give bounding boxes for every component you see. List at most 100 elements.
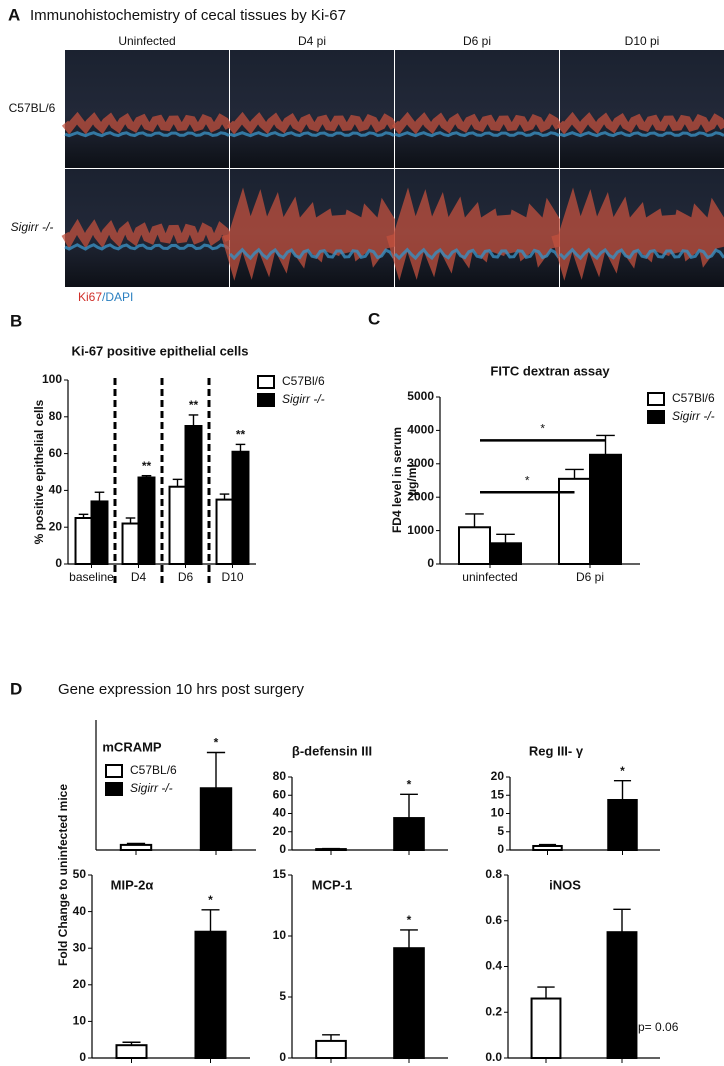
crypt-ki67 <box>226 111 398 135</box>
bar <box>530 997 562 1060</box>
crypt-dapi <box>229 131 395 138</box>
note: p= 0.06 <box>638 1020 679 1034</box>
y-tick-label: 100 <box>42 372 62 386</box>
significance: * <box>407 778 412 792</box>
bar <box>215 498 234 566</box>
crypt-dapi <box>558 247 724 261</box>
y-tick-label: 5 <box>279 989 286 1003</box>
y-tick-label: 0.0 <box>485 1050 502 1064</box>
crypt-dapi <box>393 247 561 261</box>
bar <box>489 542 522 565</box>
significance: ** <box>142 459 152 473</box>
bar <box>532 844 563 851</box>
significance: * <box>525 473 530 487</box>
panel-label: A <box>8 5 20 24</box>
crypt-dapi <box>559 131 724 138</box>
crypt-dapi <box>64 131 230 138</box>
bar <box>393 947 425 1060</box>
bar <box>90 500 109 566</box>
crypt-dapi <box>394 131 560 138</box>
column-label: D10 pi <box>625 34 660 48</box>
chart-title: Reg III- γ <box>529 743 584 758</box>
x-tick-label: baseline <box>69 570 114 584</box>
y-tick-label: 60 <box>49 446 63 460</box>
y-tick-label: 0.4 <box>485 959 502 973</box>
chart-title: MCP-1 <box>312 877 352 892</box>
crypt-ki67 <box>221 187 403 281</box>
column-label: D6 pi <box>463 34 491 48</box>
y-tick-label: 2000 <box>407 489 434 503</box>
bar-chart: β-defensin III 0 20 40 60 80 * <box>273 743 448 856</box>
bar <box>74 517 93 565</box>
y-tick-label: 0 <box>79 1050 86 1064</box>
bar-chart: Ki-67 positive epithelial cells % positiv… <box>32 343 325 586</box>
y-tick-label: 80 <box>273 769 287 783</box>
bar-chart: mCRAMP Fold Change to uninfected mice * C57… <box>56 720 256 966</box>
bar <box>119 843 153 852</box>
significance: * <box>407 913 412 927</box>
panel-label: C <box>368 309 380 328</box>
significance: ** <box>189 398 199 412</box>
y-tick-label: 30 <box>73 940 87 954</box>
bar <box>393 817 425 851</box>
y-axis-label: µg/ml <box>405 464 419 496</box>
y-axis-label: FD4 level in serum <box>390 427 404 533</box>
legend-swatch <box>257 393 275 407</box>
chart-title: FITC dextran assay <box>490 363 610 378</box>
legend-swatch <box>647 410 665 424</box>
chart-title: MIP-2α <box>111 877 154 892</box>
y-tick-label: 5 <box>497 824 504 838</box>
x-tick-label: D6 <box>178 570 194 584</box>
x-tick-label: D6 pi <box>576 570 604 584</box>
y-tick-label: 0.6 <box>485 913 502 927</box>
row-label: Sigirr -/- <box>11 220 54 234</box>
y-tick-label: 20 <box>273 824 287 838</box>
bar <box>194 930 227 1059</box>
column-label: D4 pi <box>298 34 326 48</box>
bar <box>137 476 156 565</box>
y-tick-label: 0 <box>497 842 504 856</box>
significance: ** <box>236 428 246 442</box>
stain-blue: DAPI <box>105 290 133 304</box>
legend-swatch <box>257 375 275 389</box>
chart-title: Ki-67 positive epithelial cells <box>71 343 248 358</box>
crypt-ki67 <box>386 187 568 281</box>
y-axis-label: % positive epithelial cells <box>32 399 46 544</box>
panel-title: Gene expression 10 hrs post surgery <box>58 681 304 698</box>
y-tick-label: 80 <box>49 409 63 423</box>
y-tick-label: 20 <box>49 519 63 533</box>
panel-label: D <box>10 679 22 698</box>
legend-label: C57Bl/6 <box>282 374 325 388</box>
y-tick-label: 5000 <box>407 389 434 403</box>
stain-sep: / <box>102 290 106 304</box>
y-tick-label: 4000 <box>407 423 434 437</box>
bar-chart: Reg III- γ 0 5 10 15 20 * <box>491 743 660 856</box>
chart-title: iNOS <box>549 877 581 892</box>
panel-title: Immunohistochemistry of cecal tissues by… <box>30 7 346 24</box>
bar <box>589 453 622 566</box>
chart-title: mCRAMP <box>102 739 162 754</box>
panel-label: B <box>10 311 22 330</box>
legend-label: Sigirr -/- <box>282 392 325 406</box>
bar-chart: iNOS 0.0 0.2 0.4 0.6 0.8 p= 0.06 <box>485 867 678 1064</box>
bar <box>121 522 140 566</box>
crypt-dapi <box>228 247 396 261</box>
y-tick-label: 3000 <box>407 456 434 470</box>
legend-label: Sigirr -/- <box>130 781 173 795</box>
y-tick-label: 15 <box>273 867 287 881</box>
legend-label: C57BL/6 <box>130 763 177 777</box>
y-tick-label: 1000 <box>407 523 434 537</box>
stain-legend: Ki67/DAPI <box>78 290 133 304</box>
bar <box>168 485 187 565</box>
bar-chart: MCP-1 0 5 10 15 * <box>273 867 448 1064</box>
crypt-ki67 <box>61 111 233 135</box>
crypt-ki67 <box>556 111 724 135</box>
y-tick-label: 10 <box>73 1014 87 1028</box>
crypt-dapi <box>64 243 230 251</box>
y-tick-label: 10 <box>491 806 505 820</box>
legend-label: C57Bl/6 <box>672 391 715 405</box>
y-tick-label: 50 <box>73 867 87 881</box>
bar <box>315 848 347 852</box>
y-axis-label: Fold Change to uninfected mice <box>56 784 70 966</box>
tissue-image <box>230 50 394 168</box>
